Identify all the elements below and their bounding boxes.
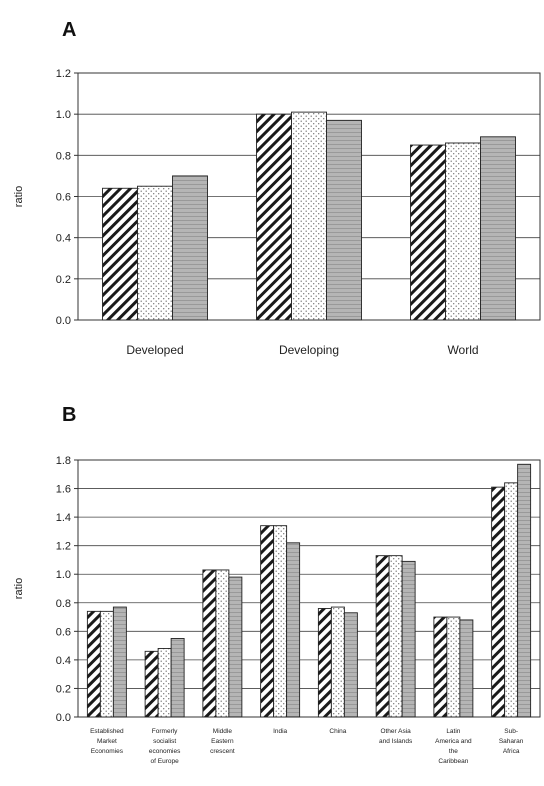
bar-dots <box>504 482 519 718</box>
category-label: Developing <box>279 343 339 357</box>
bar-shade <box>343 612 358 718</box>
y-tick-label: 0.8 <box>56 598 71 610</box>
category-label: Developed <box>126 343 183 357</box>
bar-shade <box>480 136 516 321</box>
bar-dots <box>273 525 288 718</box>
bar-hatch <box>256 113 292 321</box>
panel-a-chart: 0.0 0.2 0.4 0.6 0.8 1.0 1.2 ratio Developed Devel… <box>13 68 541 357</box>
y-tick-label: 0.0 <box>56 315 71 327</box>
category-label: Caribbean <box>438 758 468 765</box>
category-label: Middle <box>213 728 233 735</box>
bar-hatch <box>202 569 217 718</box>
bar-dots <box>137 185 173 321</box>
y-tick-label: 0.2 <box>56 683 71 695</box>
bar-hatch <box>433 616 448 718</box>
bar-dots <box>445 142 481 321</box>
bar-dots <box>157 648 172 718</box>
category-label: Sub- <box>504 728 518 735</box>
bar-shade <box>170 638 185 718</box>
bar-dots <box>330 606 345 718</box>
category-label: Africa <box>503 748 520 755</box>
bar-dots <box>99 610 114 718</box>
category-label: Other Asia <box>380 728 411 735</box>
y-axis-label: ratio <box>13 578 25 599</box>
y-tick-label: 1.2 <box>56 541 71 553</box>
y-tick-label: 0.2 <box>56 274 71 286</box>
bar-hatch <box>144 650 159 718</box>
bar-hatch <box>260 525 275 718</box>
category-label: Eastern <box>211 738 234 745</box>
y-tick-label: 1.4 <box>56 512 71 524</box>
panel-a-label: A <box>62 19 76 41</box>
bar-shade <box>401 560 416 718</box>
bar-hatch <box>491 486 506 718</box>
category-label: crescent <box>210 748 235 755</box>
category-label: Market <box>97 738 117 745</box>
y-tick-label: 0.4 <box>56 655 71 667</box>
y-axis-label: ratio <box>13 186 25 207</box>
bar-shade <box>459 619 474 718</box>
bar-hatch <box>102 187 138 321</box>
bar-shade <box>112 606 127 718</box>
y-tick-label: 1.8 <box>56 455 71 467</box>
category-label: and Islands <box>379 738 413 745</box>
category-label: Formerly <box>152 728 178 735</box>
category-label: of Europe <box>151 758 180 765</box>
panel-b-chart: 0.0 0.2 0.4 0.6 0.8 1.0 1.2 1.4 1.6 1.8 ratio Estab… <box>13 455 541 765</box>
category-label: America and <box>435 738 472 745</box>
y-tick-label: 0.8 <box>56 150 71 162</box>
bar-shade <box>228 576 243 718</box>
y-tick-label: 1.2 <box>56 68 71 80</box>
category-label: socialist <box>153 738 176 745</box>
bar-dots <box>446 616 461 718</box>
category-label: the <box>449 748 458 755</box>
bar-hatch <box>410 144 446 321</box>
y-tick-label: 1.6 <box>56 484 71 496</box>
category-label: Established <box>90 728 124 735</box>
bar-shade <box>326 119 362 321</box>
bar-shade <box>172 175 208 321</box>
plot-frame <box>77 459 541 718</box>
bar-dots <box>215 569 230 718</box>
bar-hatch <box>317 608 332 718</box>
category-label: China <box>329 728 346 735</box>
bar-hatch <box>375 555 390 718</box>
y-tick-label: 0.4 <box>56 233 71 245</box>
y-tick-label: 1.0 <box>56 569 71 581</box>
category-label: economies <box>149 748 181 755</box>
y-tick-label: 0.0 <box>56 712 71 724</box>
category-label: Latin <box>446 728 460 735</box>
panel-b-label: B <box>62 404 76 426</box>
bar-shade <box>517 463 532 718</box>
bar-hatch <box>86 610 101 718</box>
bar-shade <box>286 542 301 718</box>
y-tick-label: 0.6 <box>56 626 71 638</box>
category-label: Economies <box>91 748 124 755</box>
bar-dots <box>388 555 403 718</box>
category-label: Saharan <box>499 738 524 745</box>
category-label: World <box>447 343 478 357</box>
y-tick-label: 0.6 <box>56 192 71 204</box>
category-label: India <box>273 728 287 735</box>
bar-dots <box>291 111 327 321</box>
y-tick-label: 1.0 <box>56 109 71 121</box>
